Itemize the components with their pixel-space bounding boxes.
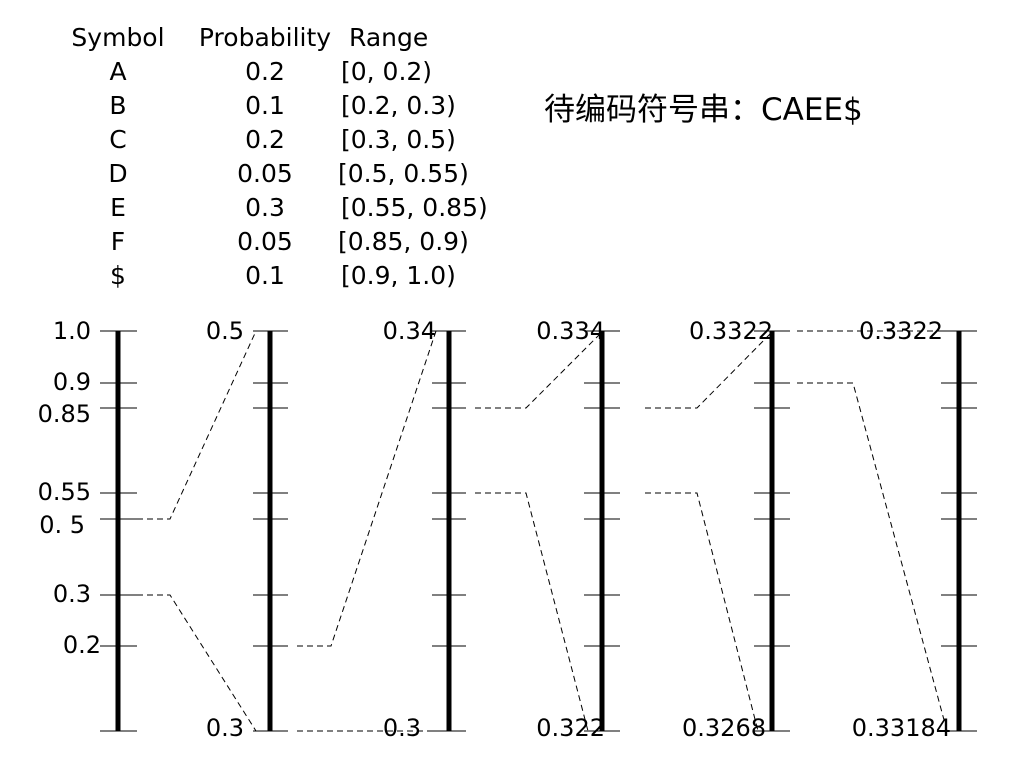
connector-line (475, 330, 604, 409)
range-cell: [0.55, 0.85) (341, 193, 488, 222)
probability-cell: 0.1 (245, 91, 285, 120)
axis-top-label: 0.34 (383, 317, 436, 345)
probability-cell: 0.05 (237, 227, 293, 256)
symbol-cell: A (109, 57, 127, 86)
header-probability: Probability (198, 23, 332, 52)
symbol-cell: E (110, 193, 126, 222)
probability-cell: 0.05 (237, 159, 293, 188)
header-range: Range (349, 23, 429, 52)
connector-line (137, 330, 257, 520)
probability-cell: 0.2 (245, 125, 285, 154)
axis-bottom-label: 0.3268 (682, 714, 766, 742)
range-cell: [0.85, 0.9) (338, 227, 469, 256)
symbol-cell: C (109, 125, 127, 154)
connector-line (475, 492, 589, 732)
connector-line (797, 382, 948, 732)
axis-top-label: 0.3322 (689, 317, 773, 345)
range-cell: [0.2, 0.3) (341, 91, 456, 120)
axis-top-label: 0.5 (206, 317, 244, 345)
axis-label: 0.3 (53, 580, 91, 608)
axis-bottom-label: 0.3 (383, 714, 421, 742)
encode-string-label: 待编码符号串：CAEE$ (544, 92, 863, 128)
range-cell: [0.5, 0.55) (338, 159, 469, 188)
range-cell: [0.3, 0.5) (341, 125, 456, 154)
connector-line (645, 492, 759, 732)
range-cell: [0, 0.2) (341, 57, 433, 86)
symbol-cell: B (109, 91, 127, 120)
axis-label: 1.0 (53, 317, 91, 345)
connector-line (137, 594, 257, 732)
connector-line (297, 330, 437, 647)
header-symbol: Symbol (71, 23, 165, 52)
probability-cell: 0.2 (245, 57, 285, 86)
axis-label: 0.55 (38, 478, 91, 506)
symbol-cell: $ (110, 261, 126, 290)
probability-cell: 0.1 (245, 261, 285, 290)
axis-label: 0.9 (53, 368, 91, 396)
symbol-cell: D (108, 159, 128, 188)
symbol-cell: F (110, 227, 126, 256)
probability-cell: 0.3 (245, 193, 285, 222)
axis-bottom-label: 0.33184 (852, 714, 951, 742)
axis-label: 0.85 (38, 400, 91, 428)
axis-label: 0.2 (63, 631, 101, 659)
connector-line (645, 330, 774, 409)
axis-top-label: 0.334 (536, 317, 605, 345)
axis-label: 0. 5 (39, 511, 85, 539)
range-cell: [0.9, 1.0) (341, 261, 456, 290)
axis-bottom-label: 0.322 (536, 714, 605, 742)
axis-bottom-label: 0.3 (206, 714, 244, 742)
